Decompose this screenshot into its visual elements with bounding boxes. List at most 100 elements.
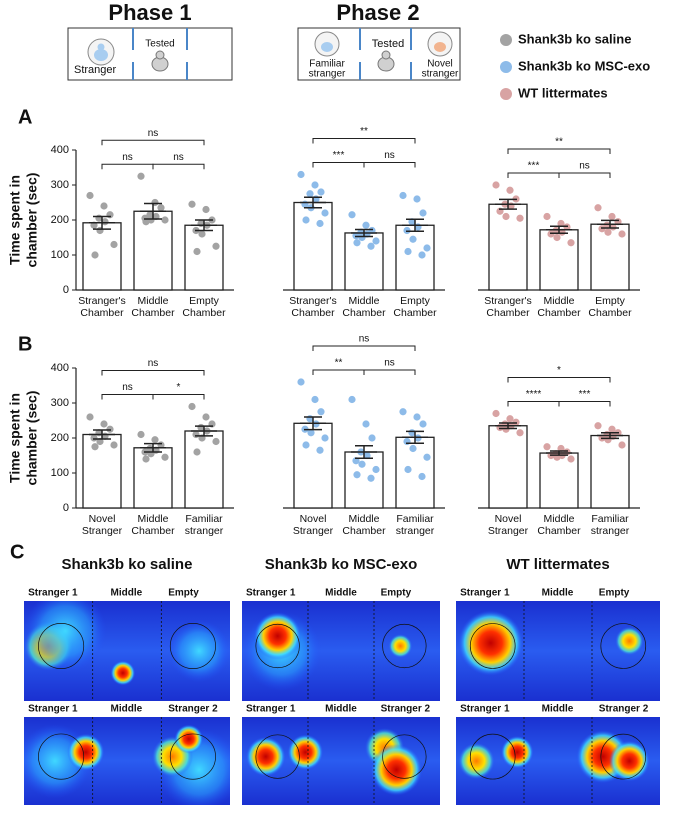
y-axis-label: Time spent in bbox=[7, 175, 23, 265]
data-point bbox=[399, 191, 407, 200]
data-point bbox=[409, 444, 417, 453]
heatmap-label: Empty bbox=[599, 588, 630, 599]
heat-blob bbox=[174, 724, 204, 754]
significance-bracket bbox=[558, 172, 611, 178]
heatmap-label: Stranger 1 bbox=[246, 704, 296, 715]
data-point bbox=[188, 402, 196, 411]
y-axis-label: chamber (sec) bbox=[24, 173, 40, 268]
bar bbox=[82, 433, 122, 509]
data-point bbox=[353, 471, 361, 479]
data-point bbox=[608, 425, 616, 433]
data-point bbox=[362, 420, 370, 428]
data-point bbox=[137, 172, 145, 180]
data-point bbox=[321, 434, 329, 442]
y-tick-label: 0 bbox=[63, 502, 69, 514]
x-tick-label: Stranger bbox=[488, 525, 529, 537]
data-point bbox=[399, 408, 407, 416]
heatmap-label: Stranger 1 bbox=[460, 588, 510, 599]
error-bar bbox=[495, 422, 521, 430]
data-point bbox=[212, 242, 220, 250]
heatmap-label: Empty bbox=[381, 588, 412, 599]
data-point bbox=[543, 443, 551, 451]
legend-label: WT littermates bbox=[518, 85, 608, 100]
heat-blob bbox=[24, 601, 107, 673]
x-tick-label: Chamber bbox=[393, 307, 437, 319]
cage-circle bbox=[169, 622, 216, 670]
data-point bbox=[516, 214, 524, 222]
significance-bracket bbox=[152, 394, 205, 400]
data-point bbox=[404, 465, 412, 474]
x-tick-label: stranger bbox=[185, 525, 224, 537]
data-point bbox=[353, 239, 361, 247]
heatmap-label: Stranger 1 bbox=[28, 588, 78, 599]
y-tick-label: 300 bbox=[51, 397, 69, 409]
error-bar bbox=[597, 219, 623, 229]
data-point bbox=[492, 409, 500, 418]
data-point bbox=[100, 420, 108, 428]
significance-bracket bbox=[558, 401, 611, 407]
data-point bbox=[110, 441, 118, 449]
error-bar bbox=[495, 198, 521, 210]
x-tick-label: Middle bbox=[349, 295, 380, 307]
y-tick-label: 200 bbox=[51, 214, 69, 226]
significance-label: ** bbox=[360, 126, 368, 137]
heatmap-group-title: Shank3b ko saline bbox=[62, 556, 193, 573]
x-tick-label: Stranger's bbox=[484, 295, 532, 307]
x-tick-label: Empty bbox=[595, 295, 626, 307]
y-tick-label: 0 bbox=[63, 284, 69, 296]
x-tick-label: Middle bbox=[138, 295, 169, 307]
error-bar bbox=[402, 430, 428, 444]
label: stranger bbox=[422, 69, 459, 80]
data-point bbox=[193, 247, 201, 256]
data-point bbox=[86, 413, 94, 421]
data-point bbox=[404, 247, 412, 256]
significance-label: ns bbox=[148, 128, 159, 139]
heatmap bbox=[456, 717, 660, 805]
bar bbox=[82, 222, 122, 291]
data-point bbox=[297, 170, 305, 179]
data-point bbox=[348, 211, 356, 219]
label: Tested bbox=[372, 38, 404, 50]
data-point bbox=[90, 434, 98, 442]
x-tick-label: Chamber bbox=[80, 307, 124, 319]
y-tick-label: 200 bbox=[51, 432, 69, 444]
data-point bbox=[358, 460, 366, 468]
data-point bbox=[297, 378, 305, 386]
label: stranger bbox=[309, 69, 346, 80]
legend-label: Shank3b ko MSC-exo bbox=[518, 58, 650, 73]
cage-circle bbox=[255, 623, 300, 669]
significance-label: ns bbox=[384, 150, 395, 161]
x-tick-label: Chamber bbox=[537, 525, 581, 537]
y-tick-label: 300 bbox=[51, 179, 69, 191]
cage-circle bbox=[469, 733, 516, 780]
data-point bbox=[413, 413, 421, 421]
data-point bbox=[567, 239, 575, 247]
heatmap bbox=[242, 601, 440, 701]
data-point bbox=[594, 204, 602, 212]
heatmap-label: Stranger 1 bbox=[460, 704, 510, 715]
heat-blob bbox=[388, 634, 413, 658]
legend-dot bbox=[500, 61, 512, 73]
heatmap-label: Stranger 2 bbox=[599, 704, 649, 715]
data-point bbox=[321, 209, 329, 217]
error-bar bbox=[546, 225, 572, 235]
cage-circle bbox=[469, 623, 516, 669]
heat-blob bbox=[458, 742, 495, 780]
error-bar bbox=[351, 228, 377, 238]
significance-bracket bbox=[363, 162, 416, 168]
significance-bracket bbox=[507, 172, 560, 178]
x-tick-label: Stranger bbox=[293, 525, 334, 537]
mouse-icon bbox=[87, 38, 115, 66]
cage-circle bbox=[38, 733, 85, 780]
data-point bbox=[110, 240, 118, 249]
x-tick-label: Chamber bbox=[131, 307, 175, 319]
x-tick-label: Chamber bbox=[131, 525, 175, 537]
data-point bbox=[306, 190, 314, 198]
data-point bbox=[157, 204, 165, 212]
cage-circle bbox=[382, 734, 427, 779]
heatmap-label: Middle bbox=[111, 704, 143, 715]
data-point bbox=[100, 202, 108, 210]
data-point bbox=[302, 441, 310, 449]
data-point bbox=[409, 235, 417, 243]
